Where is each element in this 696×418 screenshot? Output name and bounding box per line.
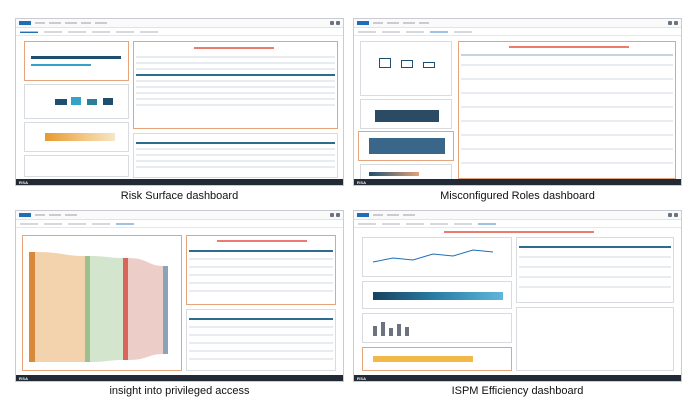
misconfigured-roles-screenshot: RSA — [353, 18, 682, 186]
efficiency-line-chart — [372, 249, 494, 263]
settings-icon[interactable] — [336, 21, 340, 25]
widget-risk-heat — [24, 122, 129, 152]
app-logo — [357, 21, 369, 25]
widget-privileged-detail — [186, 309, 336, 371]
trend-line-series — [372, 249, 494, 263]
widget-efficiency-empty — [516, 307, 674, 371]
sankey-node-source — [29, 252, 35, 362]
sankey-flow-3 — [128, 258, 163, 360]
brand-logo: RSA — [19, 375, 29, 381]
notification-icon[interactable] — [668, 21, 672, 25]
widget-role-highlight — [358, 131, 454, 161]
app-logo — [19, 21, 31, 25]
notification-icon[interactable] — [330, 21, 334, 25]
widget-risk-detail-table — [133, 133, 338, 178]
dashboard-tabs — [16, 220, 343, 228]
privileged-access-screenshot: RSA — [15, 210, 344, 382]
widget-privileged-sankey — [22, 235, 182, 371]
dashboard-tabs — [354, 28, 681, 36]
brand-logo: RSA — [19, 179, 29, 185]
sankey-node-target — [163, 266, 168, 354]
alert-banner — [444, 231, 594, 233]
widget-role-histogram — [360, 164, 452, 180]
caption-privileged-access: insight into privileged access — [109, 385, 250, 397]
sankey-node-middle-2 — [123, 258, 128, 360]
ispm-efficiency-screenshot: RSA — [353, 210, 682, 382]
caption-risk-surface: Risk Surface dashboard — [120, 190, 239, 202]
settings-icon[interactable] — [674, 21, 678, 25]
app-logo — [19, 213, 31, 217]
widget-top-risk-table — [133, 41, 338, 129]
top-navigation — [16, 19, 343, 28]
widget-efficiency-table — [516, 237, 674, 303]
footer-bar: RSA — [16, 179, 343, 185]
sankey-flow-1 — [35, 252, 85, 362]
sankey-chart — [29, 252, 168, 362]
widget-efficiency-mini-bars — [362, 313, 512, 343]
dashboard-tabs — [16, 28, 343, 36]
caption-ispm-efficiency: ISPM Efficiency dashboard — [451, 385, 584, 397]
widget-role-boxplot — [360, 41, 452, 96]
notification-icon[interactable] — [330, 213, 334, 217]
sankey-node-middle-1 — [85, 256, 90, 362]
footer-bar: RSA — [354, 375, 681, 381]
widget-privileged-table — [186, 235, 336, 305]
brand-logo: RSA — [357, 179, 367, 185]
widget-risk-bars — [24, 84, 129, 119]
widget-efficiency-orange — [362, 347, 512, 371]
footer-bar: RSA — [16, 375, 343, 381]
top-navigation — [16, 211, 343, 220]
notification-icon[interactable] — [668, 213, 672, 217]
risk-surface-screenshot: RSA — [15, 18, 344, 186]
widget-efficiency-bar — [362, 281, 512, 309]
widget-efficiency-trend — [362, 237, 512, 277]
widget-misconfigured-role-table — [458, 41, 676, 179]
sankey-flow-2 — [90, 256, 123, 362]
brand-logo: RSA — [357, 375, 367, 381]
widget-risk-small — [24, 155, 129, 177]
caption-misconfigured-roles: Misconfigured Roles dashboard — [440, 190, 595, 202]
app-logo — [357, 213, 369, 217]
settings-icon[interactable] — [336, 213, 340, 217]
top-navigation — [354, 19, 681, 28]
dashboard-tabs — [354, 220, 681, 228]
widget-risk-trend — [24, 41, 129, 81]
footer-bar: RSA — [354, 179, 681, 185]
top-navigation — [354, 211, 681, 220]
settings-icon[interactable] — [674, 213, 678, 217]
widget-role-summary — [360, 99, 452, 129]
